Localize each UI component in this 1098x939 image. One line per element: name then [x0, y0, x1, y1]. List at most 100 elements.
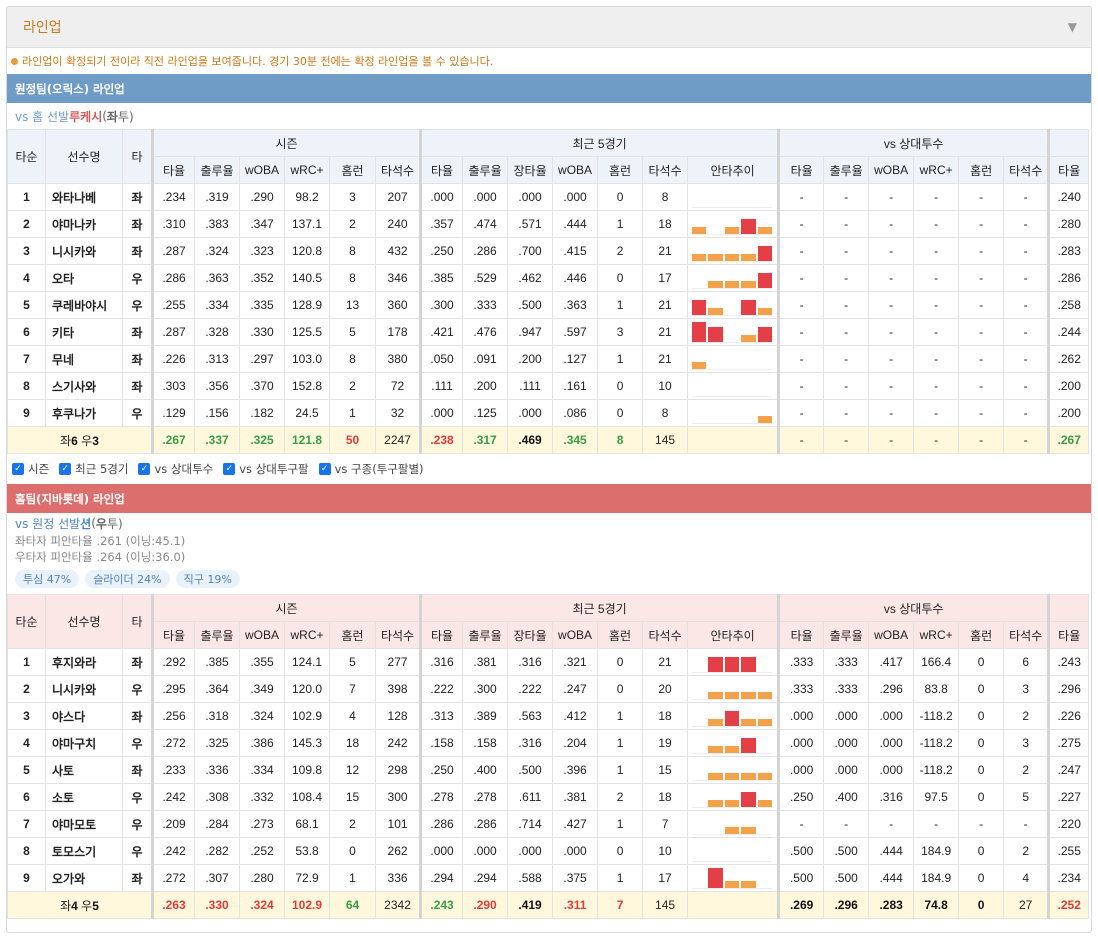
- col-recent-5[interactable]: 타석수: [642, 621, 689, 649]
- col-recent-2[interactable]: 장타율: [507, 621, 554, 649]
- recent-stat: .286: [462, 810, 509, 838]
- col-recent-6[interactable]: 안타추이: [687, 621, 780, 649]
- player-name[interactable]: 야스다: [45, 702, 123, 730]
- col-season-3[interactable]: wRC+: [284, 621, 330, 649]
- col-vs-5[interactable]: 타석수: [1003, 621, 1050, 649]
- player-name[interactable]: 야마모토: [45, 810, 123, 838]
- player-name[interactable]: 키타: [45, 318, 123, 346]
- recent-stat: .000: [419, 837, 464, 865]
- panel-header[interactable]: 라인업 ▼: [7, 7, 1091, 48]
- group-vs-pitcher[interactable]: vs 상대투수: [777, 594, 1050, 622]
- col-season-2[interactable]: wOBA: [239, 621, 285, 649]
- col-season-0[interactable]: 타율: [151, 621, 195, 649]
- col-order[interactable]: 타순: [7, 129, 46, 184]
- recent-stat: .611: [507, 783, 554, 811]
- col-extra-avg[interactable]: 타율: [1047, 621, 1090, 649]
- col-order[interactable]: 타순: [7, 594, 46, 649]
- col-recent-0[interactable]: 타율: [419, 621, 464, 649]
- filter-checkbox-4[interactable]: ✓ vs 구종(투구팔별): [318, 461, 424, 477]
- hit-trend-bar: [757, 272, 773, 288]
- col-recent-4[interactable]: 홈런: [597, 621, 644, 649]
- col-name[interactable]: 선수명: [45, 129, 123, 184]
- hit-trend-cell: [687, 702, 780, 730]
- col-recent-3[interactable]: wOBA: [552, 621, 599, 649]
- group-season[interactable]: 시즌: [150, 594, 422, 622]
- col-vs-0[interactable]: 타율: [777, 156, 825, 184]
- group-recent5[interactable]: 최근 5경기: [419, 594, 780, 622]
- checkbox-checked-icon[interactable]: ✓: [12, 463, 24, 475]
- col-extra-avg[interactable]: 타율: [1047, 156, 1090, 184]
- notice-dot-icon: [11, 57, 18, 65]
- hit-trend-sparkline: [692, 403, 773, 424]
- player-name[interactable]: 니시카와: [45, 237, 123, 265]
- checkbox-checked-icon[interactable]: ✓: [138, 463, 151, 475]
- col-recent-3[interactable]: wOBA: [552, 156, 599, 184]
- pitch-badge-sinker: 투심 47%: [15, 570, 80, 588]
- vs-pitcher-stat: -: [777, 345, 825, 373]
- total-season-stat: 2342: [374, 891, 422, 919]
- col-recent-1[interactable]: 출루율: [462, 156, 509, 184]
- recent-stat: .529: [462, 264, 509, 292]
- group-vs-pitcher[interactable]: vs 상대투수: [777, 129, 1050, 157]
- hit-trend-bar: [708, 253, 723, 261]
- col-vs-3[interactable]: wRC+: [913, 156, 960, 184]
- player-name[interactable]: 후쿠나가: [45, 399, 123, 427]
- player-name[interactable]: 니시카와: [45, 675, 123, 703]
- checkbox-checked-icon[interactable]: ✓: [318, 463, 331, 475]
- player-name[interactable]: 야마나카: [45, 210, 123, 238]
- home-opp-pitcher-name[interactable]: 션: [80, 516, 92, 531]
- total-recent-stat: .317: [462, 426, 509, 454]
- col-season-1[interactable]: 출루율: [194, 621, 240, 649]
- col-season-4[interactable]: 홈런: [329, 621, 376, 649]
- col-hand[interactable]: 타: [122, 129, 153, 184]
- away-opp-pitcher-name[interactable]: 루케시: [69, 109, 103, 124]
- player-name[interactable]: 야마구치: [45, 729, 123, 757]
- col-season-5[interactable]: 타석수: [374, 156, 422, 184]
- col-name[interactable]: 선수명: [45, 594, 123, 649]
- col-season-4[interactable]: 홈런: [329, 156, 376, 184]
- col-recent-0[interactable]: 타율: [419, 156, 464, 184]
- bat-hand: 우: [122, 810, 153, 838]
- col-vs-0[interactable]: 타율: [777, 621, 825, 649]
- col-recent-5[interactable]: 타석수: [642, 156, 689, 184]
- recent-stat: .462: [507, 264, 554, 292]
- filter-checkbox-2[interactable]: ✓ vs 상대투수: [138, 461, 213, 477]
- player-name[interactable]: 소토: [45, 783, 123, 811]
- player-name[interactable]: 오타: [45, 264, 123, 292]
- col-recent-1[interactable]: 출루율: [462, 621, 509, 649]
- col-hand[interactable]: 타: [122, 594, 153, 649]
- player-name[interactable]: 무네: [45, 345, 123, 373]
- filter-checkbox-3[interactable]: ✓ vs 상대투구팔: [223, 461, 309, 477]
- filter-checkbox-1[interactable]: ✓ 최근 5경기: [59, 461, 128, 477]
- col-vs-4[interactable]: 홈런: [958, 621, 1005, 649]
- checkbox-checked-icon[interactable]: ✓: [223, 463, 236, 475]
- player-name[interactable]: 스기사와: [45, 372, 123, 400]
- player-name[interactable]: 사토: [45, 756, 123, 784]
- player-name[interactable]: 쿠레바야시: [45, 291, 123, 319]
- caret-down-icon[interactable]: ▼: [1067, 20, 1077, 34]
- player-name[interactable]: 오가와: [45, 864, 123, 892]
- group-season[interactable]: 시즌: [150, 129, 422, 157]
- col-season-0[interactable]: 타율: [151, 156, 195, 184]
- col-vs-3[interactable]: wRC+: [913, 621, 960, 649]
- col-season-3[interactable]: wRC+: [284, 156, 330, 184]
- col-vs-1[interactable]: 출루율: [823, 156, 870, 184]
- player-name[interactable]: 와타나베: [45, 183, 123, 211]
- col-recent-6[interactable]: 안타추이: [687, 156, 780, 184]
- col-vs-5[interactable]: 타석수: [1003, 156, 1050, 184]
- col-vs-1[interactable]: 출루율: [823, 621, 870, 649]
- col-vs-2[interactable]: wOBA: [868, 621, 915, 649]
- filter-checkbox-0[interactable]: ✓ 시즌: [12, 461, 49, 477]
- col-season-1[interactable]: 출루율: [194, 156, 240, 184]
- group-recent5[interactable]: 최근 5경기: [419, 129, 780, 157]
- col-vs-4[interactable]: 홈런: [958, 156, 1005, 184]
- vs-pitcher-stat: 3: [1003, 675, 1050, 703]
- checkbox-checked-icon[interactable]: ✓: [59, 463, 72, 475]
- col-season-2[interactable]: wOBA: [239, 156, 285, 184]
- col-recent-2[interactable]: 장타율: [507, 156, 554, 184]
- col-season-5[interactable]: 타석수: [374, 621, 422, 649]
- col-recent-4[interactable]: 홈런: [597, 156, 644, 184]
- player-name[interactable]: 후지와라: [45, 648, 123, 676]
- col-vs-2[interactable]: wOBA: [868, 156, 915, 184]
- player-name[interactable]: 토모스기: [45, 837, 123, 865]
